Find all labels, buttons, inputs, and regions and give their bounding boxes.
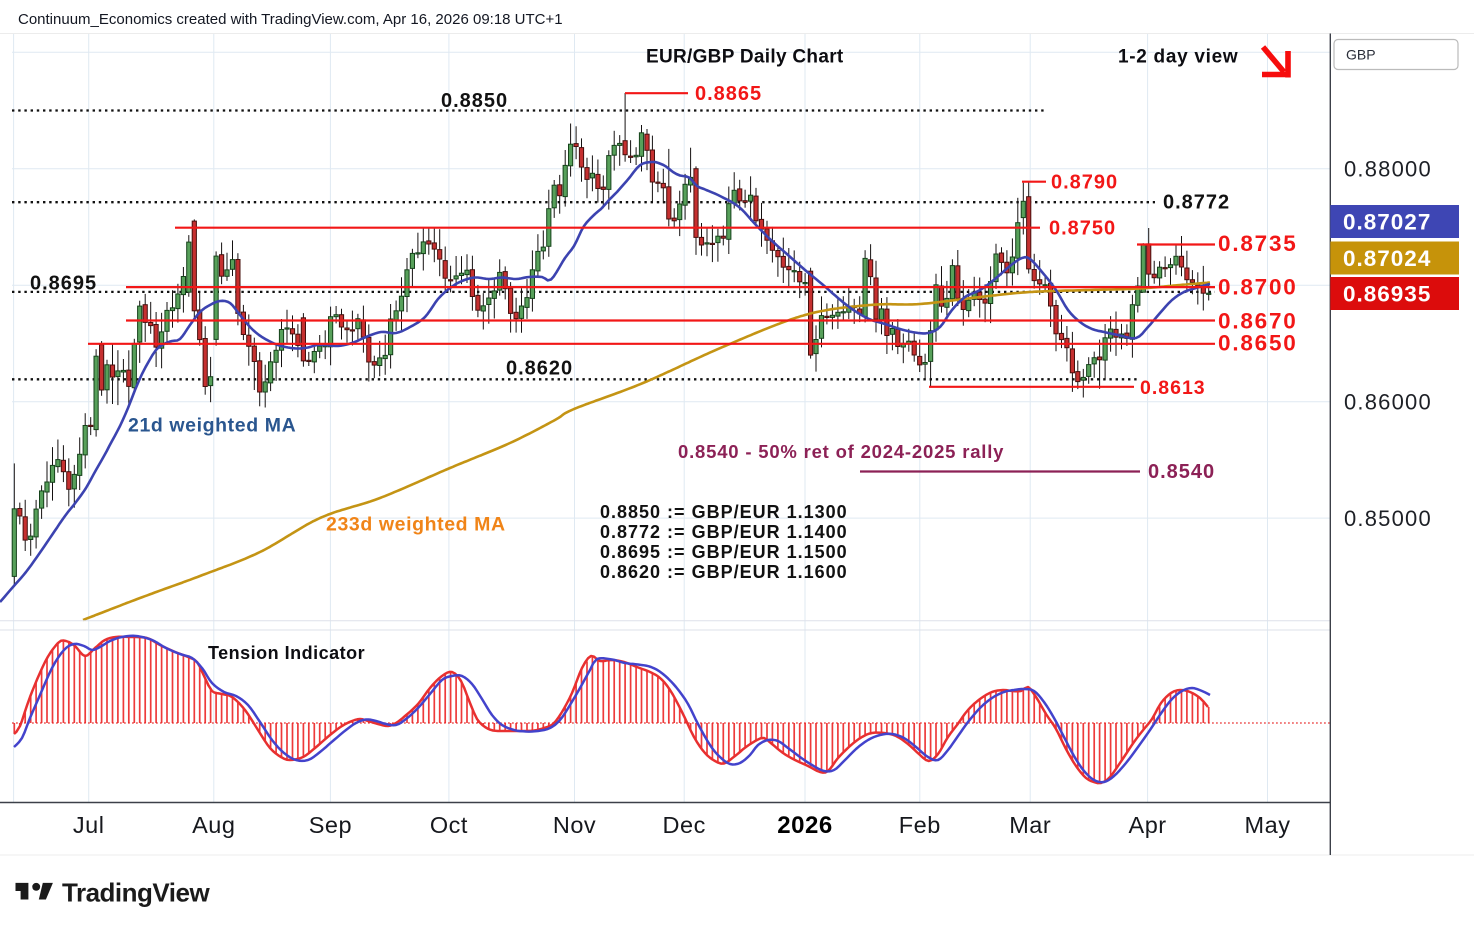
svg-text:May: May (1245, 812, 1291, 838)
svg-text:0.88000: 0.88000 (1344, 157, 1432, 182)
svg-text:21d weighted MA: 21d weighted MA (128, 415, 296, 437)
svg-text:EUR/GBP Daily Chart: EUR/GBP Daily Chart (646, 47, 844, 68)
svg-text:0.86935: 0.86935 (1343, 282, 1431, 307)
svg-text:1-2 day view: 1-2 day view (1118, 47, 1238, 68)
svg-text:0.8620: 0.8620 (506, 358, 573, 380)
svg-text:GBP: GBP (1346, 47, 1376, 63)
svg-text:0.8850 := GBP/EUR 1.1300: 0.8850 := GBP/EUR 1.1300 (600, 502, 848, 522)
svg-text:TradingView: TradingView (62, 878, 210, 908)
svg-text:Continuum_Economics created wi: Continuum_Economics created with Trading… (18, 11, 563, 28)
svg-text:0.8650: 0.8650 (1218, 331, 1298, 356)
svg-text:0.8850: 0.8850 (441, 90, 508, 112)
svg-text:Tension Indicator: Tension Indicator (208, 643, 365, 663)
svg-text:0.8700: 0.8700 (1218, 275, 1298, 300)
svg-text:0.8670: 0.8670 (1218, 309, 1298, 334)
svg-text:0.8695: 0.8695 (30, 273, 97, 295)
svg-text:0.8613: 0.8613 (1140, 377, 1206, 399)
svg-text:0.86000: 0.86000 (1344, 390, 1432, 415)
svg-text:2026: 2026 (777, 812, 832, 839)
svg-text:0.8540: 0.8540 (1148, 461, 1215, 483)
svg-text:0.85000: 0.85000 (1344, 506, 1432, 531)
svg-text:Jul: Jul (73, 812, 105, 838)
svg-text:0.8540 - 50% ret of 2024-2025: 0.8540 - 50% ret of 2024-2025 rally (678, 441, 1004, 462)
svg-text:0.8750: 0.8750 (1049, 218, 1116, 240)
svg-text:Sep: Sep (309, 812, 352, 838)
svg-text:Feb: Feb (899, 812, 941, 838)
svg-text:0.87027: 0.87027 (1343, 210, 1431, 235)
svg-text:233d weighted MA: 233d weighted MA (326, 514, 506, 536)
svg-text:0.8772 := GBP/EUR 1.1400: 0.8772 := GBP/EUR 1.1400 (600, 522, 848, 542)
svg-text:Dec: Dec (663, 812, 706, 838)
svg-text:0.8865: 0.8865 (695, 83, 762, 105)
svg-text:Apr: Apr (1129, 812, 1167, 838)
svg-text:0.87024: 0.87024 (1343, 246, 1431, 271)
svg-text:0.8772: 0.8772 (1163, 192, 1230, 214)
svg-text:0.8735: 0.8735 (1218, 231, 1298, 256)
svg-text:Oct: Oct (430, 812, 468, 838)
svg-text:Aug: Aug (192, 812, 235, 838)
svg-text:Nov: Nov (553, 812, 596, 838)
svg-text:Mar: Mar (1009, 812, 1051, 838)
svg-text:0.8790: 0.8790 (1051, 172, 1118, 194)
svg-text:0.8695 := GBP/EUR 1.1500: 0.8695 := GBP/EUR 1.1500 (600, 542, 848, 562)
svg-text:0.8620 := GBP/EUR 1.1600: 0.8620 := GBP/EUR 1.1600 (600, 562, 848, 582)
